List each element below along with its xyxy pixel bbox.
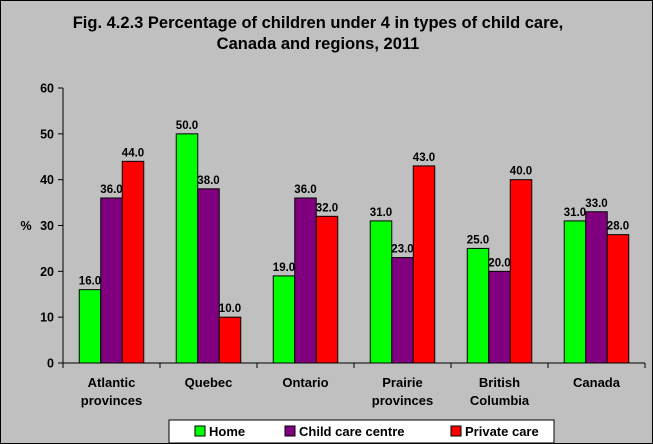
x-tick-label: Quebec [185,375,233,390]
y-axis-label: % [20,219,31,233]
bar [509,179,533,364]
data-label: 23.0 [391,244,413,256]
x-tick-label: Canada [573,375,621,390]
bar [218,316,242,364]
bar [100,197,123,364]
bar [391,257,414,364]
data-label: 10.0 [219,303,241,315]
bar [585,211,608,364]
bar [78,289,102,364]
data-label: 43.0 [413,152,435,164]
y-tick-label: 10 [40,311,54,325]
bar [315,215,339,364]
plot-background [63,88,645,363]
data-label: 31.0 [370,207,392,219]
legend: Home Child care centre Private care [168,419,555,444]
data-label: 44.0 [122,147,144,159]
bar [272,275,296,364]
data-label: 36.0 [294,184,316,196]
chart-title-line-1: Fig. 4.2.3 Percentage of children under … [73,14,564,32]
data-label: 25.0 [467,234,489,246]
data-label: 31.0 [564,207,586,219]
y-tick-label: 20 [40,265,54,279]
y-tick-label: 0 [47,357,54,371]
bar [563,220,587,364]
data-label: 16.0 [79,276,101,288]
data-label: 20.0 [488,257,510,269]
legend-entry: Home [209,424,245,439]
data-label: 38.0 [197,175,219,187]
y-tick-label: 60 [40,82,54,96]
bar [197,188,220,364]
bar [606,234,630,364]
data-label: 36.0 [100,184,122,196]
y-tick-label: 30 [40,219,54,233]
y-tick-label: 40 [40,173,54,187]
legend-swatch [450,425,462,437]
bar [412,165,436,364]
x-tick-label: Prairie [382,375,422,390]
x-tick-label: Atlantic [88,375,136,390]
x-tick-label: Columbia [470,393,530,408]
x-tick-label: provinces [81,393,142,408]
y-tick-label: 50 [40,127,54,141]
legend-entry: Child care centre [299,424,405,439]
data-label: 40.0 [510,166,532,178]
plot-area: 0 10 20 30 40 50 60 16.0 36.0 44.0 Atlantic provinc… [40,82,646,408]
legend-entry: Private care [465,424,539,439]
bar [466,247,490,364]
data-label: 28.0 [607,221,629,233]
data-label: 50.0 [176,120,198,132]
bar [121,160,145,364]
legend-swatch [194,425,206,437]
bar [369,220,393,364]
bar [294,197,317,364]
chart-title-line-2: Canada and regions, 2011 [217,35,420,53]
x-tick-label: provinces [372,393,433,408]
x-tick-label: British [479,375,520,390]
data-label: 33.0 [585,198,607,210]
data-label: 19.0 [273,262,295,274]
x-tick-label: Ontario [282,375,328,390]
bar [175,133,199,364]
legend-swatch [284,425,296,437]
bar [488,270,511,364]
data-label: 32.0 [316,202,338,214]
